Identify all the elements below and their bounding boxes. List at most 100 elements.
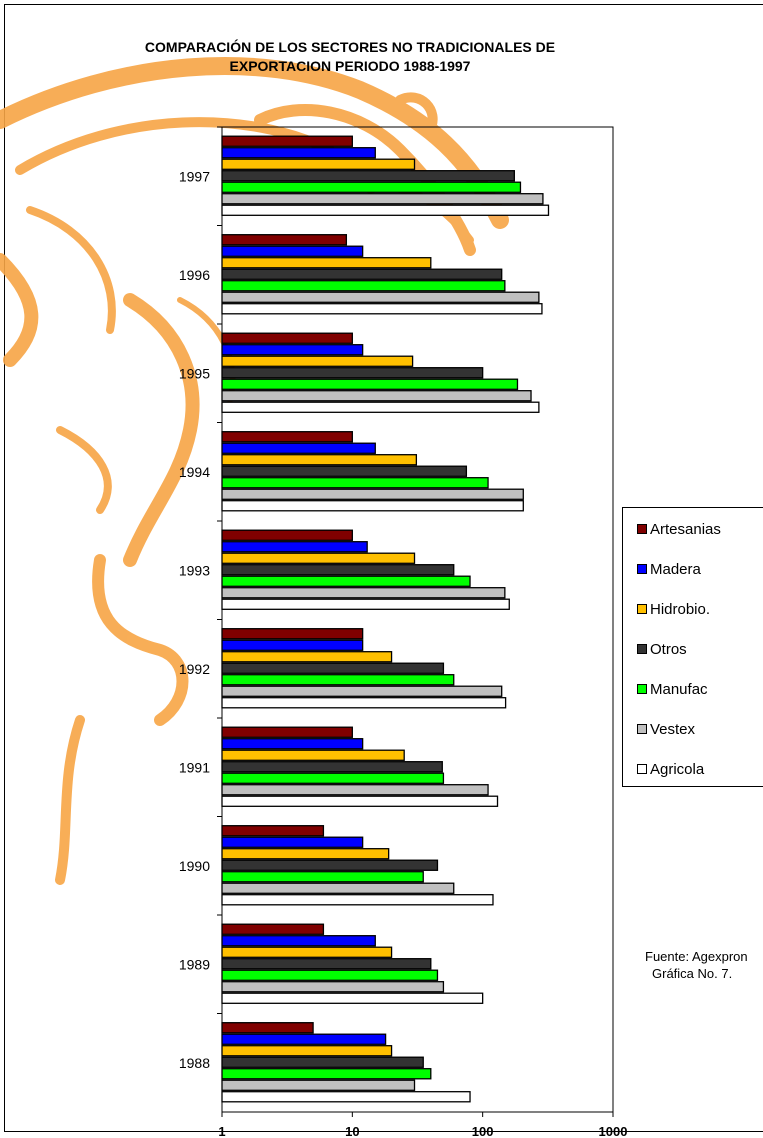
figure-number: Gráfica No. 7. xyxy=(652,966,733,981)
category-label-1996: 1996 xyxy=(179,267,210,283)
bar-vestex-1995 xyxy=(221,390,532,402)
bar-madera-1995 xyxy=(221,344,364,356)
bar-hidrobio-1992 xyxy=(221,651,393,663)
legend-swatch xyxy=(637,604,647,614)
bar-artesanias-1994 xyxy=(221,431,353,443)
bar-agricola-1997 xyxy=(221,204,550,216)
x-tick-label-1000: 1000 xyxy=(599,1124,628,1138)
bar-agricola-1995 xyxy=(221,401,540,413)
bar-vestex-1994 xyxy=(221,488,524,500)
bar-artesanias-1992 xyxy=(221,628,364,640)
category-label-1994: 1994 xyxy=(179,464,210,480)
bar-manufac-1991 xyxy=(221,772,445,784)
chart-title-block: COMPARACIÓN DE LOS SECTORES NO TRADICION… xyxy=(100,38,600,76)
bar-vestex-1988 xyxy=(221,1079,416,1091)
bar-hidrobio-1996 xyxy=(221,257,432,269)
x-tick-label-100: 100 xyxy=(472,1124,494,1138)
bar-otros-1994 xyxy=(221,465,468,477)
legend-label: Hidrobio. xyxy=(650,600,711,618)
bar-otros-1995 xyxy=(221,367,484,379)
bar-otros-1991 xyxy=(221,761,443,773)
legend-swatch xyxy=(637,564,647,574)
bar-madera-1990 xyxy=(221,836,364,848)
bar-manufac-1993 xyxy=(221,575,471,587)
bar-agricola-1989 xyxy=(221,992,484,1004)
bar-agricola-1988 xyxy=(221,1091,471,1103)
legend-swatch xyxy=(637,524,647,534)
legend-label: Madera xyxy=(650,560,701,578)
bar-artesanias-1988 xyxy=(221,1022,314,1034)
bar-vestex-1990 xyxy=(221,882,455,894)
legend-swatch xyxy=(637,684,647,694)
bar-madera-1993 xyxy=(221,541,368,553)
legend-item-hidrobio: Hidrobio. xyxy=(637,599,710,619)
bar-madera-1997 xyxy=(221,147,376,159)
bar-manufac-1989 xyxy=(221,969,439,981)
bar-vestex-1996 xyxy=(221,291,540,303)
bar-vestex-1991 xyxy=(221,784,489,796)
bar-artesanias-1996 xyxy=(221,234,348,246)
bar-vestex-1997 xyxy=(221,193,544,205)
legend-swatch xyxy=(637,644,647,654)
bar-hidrobio-1991 xyxy=(221,749,405,761)
legend: Artesanias Madera Hidrobio. Otros Manufac Ves… xyxy=(622,507,763,787)
bar-manufac-1992 xyxy=(221,674,455,686)
bar-artesanias-1990 xyxy=(221,825,325,837)
bar-hidrobio-1989 xyxy=(221,946,393,958)
legend-swatch xyxy=(637,764,647,774)
bar-artesanias-1989 xyxy=(221,923,325,935)
bar-agricola-1993 xyxy=(221,598,510,610)
legend-item-artesanias: Artesanias xyxy=(637,519,721,539)
legend-label: Manufac xyxy=(650,680,708,698)
legend-label: Artesanias xyxy=(650,520,721,538)
bar-hidrobio-1995 xyxy=(221,355,414,367)
bar-agricola-1994 xyxy=(221,500,524,512)
bar-otros-1989 xyxy=(221,958,432,970)
bar-madera-1989 xyxy=(221,935,376,947)
bar-artesanias-1991 xyxy=(221,726,353,738)
bar-otros-1997 xyxy=(221,170,515,182)
bar-manufac-1996 xyxy=(221,280,506,292)
bar-otros-1990 xyxy=(221,859,439,871)
bar-manufac-1995 xyxy=(221,378,519,390)
bar-hidrobio-1997 xyxy=(221,158,416,170)
source-text: Fuente: Agexpron xyxy=(645,949,748,964)
bar-madera-1996 xyxy=(221,245,364,257)
bar-madera-1994 xyxy=(221,442,376,454)
category-label-1995: 1995 xyxy=(179,365,210,381)
bar-vestex-1993 xyxy=(221,587,506,599)
category-label-1990: 1990 xyxy=(179,858,210,874)
bar-madera-1991 xyxy=(221,738,364,750)
category-label-1993: 1993 xyxy=(179,562,210,578)
legend-item-madera: Madera xyxy=(637,559,701,579)
legend-item-agricola: Agricola xyxy=(637,759,704,779)
legend-item-manufac: Manufac xyxy=(637,679,708,699)
bar-manufac-1988 xyxy=(221,1068,432,1080)
legend-swatch xyxy=(637,724,647,734)
x-tick-label-1: 1 xyxy=(218,1124,225,1138)
bar-madera-1988 xyxy=(221,1033,387,1045)
bar-manufac-1990 xyxy=(221,871,424,883)
bar-agricola-1992 xyxy=(221,697,507,709)
bar-hidrobio-1993 xyxy=(221,552,416,564)
legend-label: Vestex xyxy=(650,720,696,738)
chart-frame xyxy=(4,4,763,1132)
bar-agricola-1990 xyxy=(221,894,494,906)
bar-vestex-1992 xyxy=(221,685,503,697)
bar-madera-1992 xyxy=(221,639,364,651)
category-label-1997: 1997 xyxy=(179,168,210,184)
category-label-1992: 1992 xyxy=(179,661,210,677)
bar-otros-1993 xyxy=(221,564,455,576)
bar-vestex-1989 xyxy=(221,981,445,993)
source-note: Fuente: Agexpron Gráfica No. 7. xyxy=(645,948,748,982)
bar-hidrobio-1994 xyxy=(221,454,418,466)
x-tick-label-10: 10 xyxy=(345,1124,359,1138)
bar-artesanias-1993 xyxy=(221,529,353,541)
bar-otros-1988 xyxy=(221,1056,424,1068)
bar-otros-1996 xyxy=(221,268,503,280)
legend-label: Agricola xyxy=(650,760,705,778)
bar-agricola-1996 xyxy=(221,303,543,315)
category-label-1989: 1989 xyxy=(179,956,210,972)
